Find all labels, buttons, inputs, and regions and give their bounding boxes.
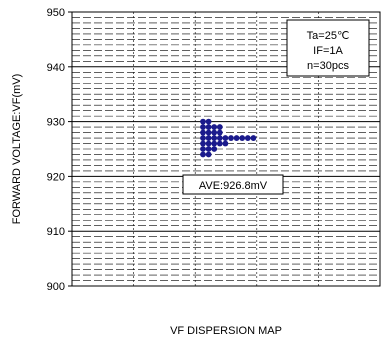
data-points bbox=[200, 118, 257, 158]
average-label: AVE:926.8mV bbox=[199, 180, 268, 192]
data-point bbox=[211, 124, 218, 130]
y-tick-label: 920 bbox=[47, 171, 65, 183]
data-point bbox=[228, 135, 234, 141]
data-point bbox=[244, 135, 251, 141]
data-point bbox=[200, 146, 206, 152]
y-tick-label: 910 bbox=[47, 226, 65, 238]
data-point bbox=[205, 151, 212, 158]
legend: Ta=25℃ IF=1A n=30pcs bbox=[286, 19, 370, 77]
data-point bbox=[205, 146, 212, 152]
data-point bbox=[211, 129, 218, 136]
data-point bbox=[211, 135, 218, 141]
plot-area bbox=[71, 11, 381, 287]
x-axis-label: VF DISPERSION MAP bbox=[170, 325, 282, 337]
data-point bbox=[205, 124, 212, 130]
data-point bbox=[200, 151, 206, 158]
data-point bbox=[205, 140, 212, 147]
y-tick-label: 950 bbox=[47, 7, 65, 19]
y-axis-label: FORWARD VOLTAGE:VF(mV) bbox=[11, 74, 23, 225]
data-point bbox=[216, 135, 223, 141]
legend-line-temperature: Ta=25℃ bbox=[307, 30, 350, 42]
data-point bbox=[200, 118, 206, 125]
legend-line-sample-count: n=30pcs bbox=[307, 60, 349, 72]
data-point bbox=[200, 129, 206, 136]
data-point bbox=[216, 124, 223, 130]
data-point bbox=[233, 135, 240, 141]
average-annotation: AVE:926.8mV bbox=[182, 174, 284, 195]
legend-line-current: IF=1A bbox=[313, 45, 343, 57]
data-point bbox=[222, 140, 229, 147]
data-point bbox=[200, 135, 206, 141]
y-tick-label: 940 bbox=[47, 62, 65, 74]
y-tick-label: 930 bbox=[47, 117, 65, 129]
data-point bbox=[200, 140, 206, 147]
data-point bbox=[239, 135, 246, 141]
data-point bbox=[205, 118, 212, 125]
data-point bbox=[211, 146, 218, 152]
data-point bbox=[205, 135, 212, 141]
data-point bbox=[205, 129, 212, 136]
data-point bbox=[222, 135, 229, 141]
y-tick-label: 900 bbox=[47, 281, 65, 293]
data-point bbox=[200, 124, 206, 130]
y-axis-ticks: 900 910 920 930 940 950 bbox=[47, 7, 72, 293]
data-point bbox=[216, 129, 223, 136]
data-point bbox=[216, 140, 223, 147]
data-point bbox=[250, 135, 257, 141]
data-point bbox=[211, 140, 218, 147]
